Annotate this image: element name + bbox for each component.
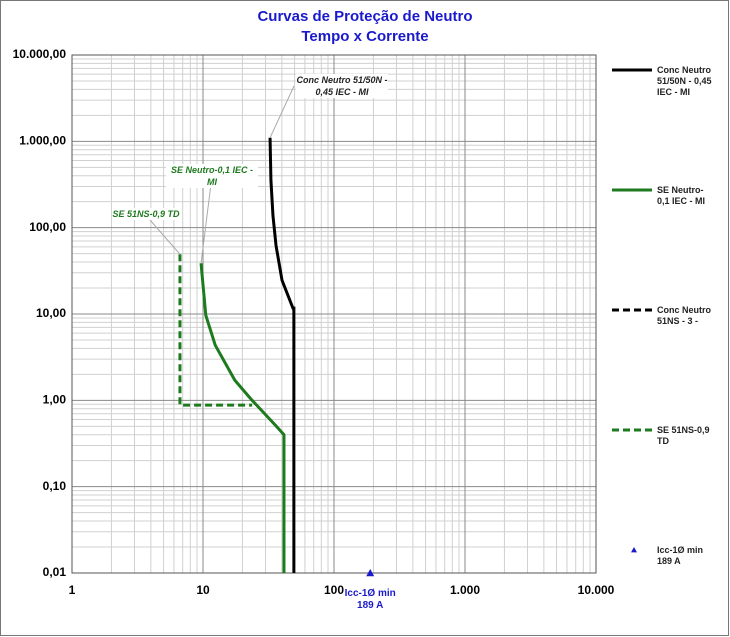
chart-title: Curvas de Proteção de Neutro [257, 8, 473, 25]
y-tick-label: 10.000,00 [13, 47, 67, 61]
legend-label: Conc Neutro 51NS - 3 - [657, 305, 711, 326]
chart-subtitle: Tempo x Corrente [301, 28, 429, 45]
annotation: SE 51NS-0,9 TD [112, 208, 180, 220]
annotation-leader [200, 175, 213, 264]
y-tick-label: 0,10 [43, 479, 67, 493]
legend-label: Icc-1Ø min 189 A [657, 545, 704, 566]
series-line [178, 254, 253, 407]
annotation: Icc-1Ø min 189 A [344, 588, 396, 611]
y-tick-label: 1,00 [43, 393, 67, 407]
legend-marker [631, 547, 637, 553]
x-tick-label: 100 [324, 583, 344, 597]
y-tick-label: 10,00 [36, 306, 66, 320]
data-point [366, 569, 375, 577]
annotation: SE Neutro-0,1 IEC - MI [166, 164, 258, 188]
legend-label: SE 51NS-0,9 TD [657, 425, 710, 446]
plot-border [71, 54, 597, 574]
series-line [199, 263, 286, 573]
y-tick-label: 0,01 [43, 565, 67, 579]
x-tick-label: 1.000 [450, 583, 480, 597]
annotation-leader [149, 219, 181, 255]
x-tick-label: 10 [196, 583, 210, 597]
legend-label: Conc Neutro 51/50N - 0,45 IEC - MI [657, 65, 712, 97]
y-tick-label: 1.000,00 [19, 134, 66, 148]
series-line [268, 137, 296, 573]
x-tick-label: 10.000 [578, 583, 615, 597]
x-tick-label: 1 [69, 583, 76, 597]
annotation: Conc Neutro 51/50N - 0,45 IEC - MI [296, 74, 388, 98]
annotation-leader [269, 85, 295, 138]
legend-label: SE Neutro-0,1 IEC - MI [657, 185, 706, 206]
y-tick-label: 100,00 [29, 220, 66, 234]
